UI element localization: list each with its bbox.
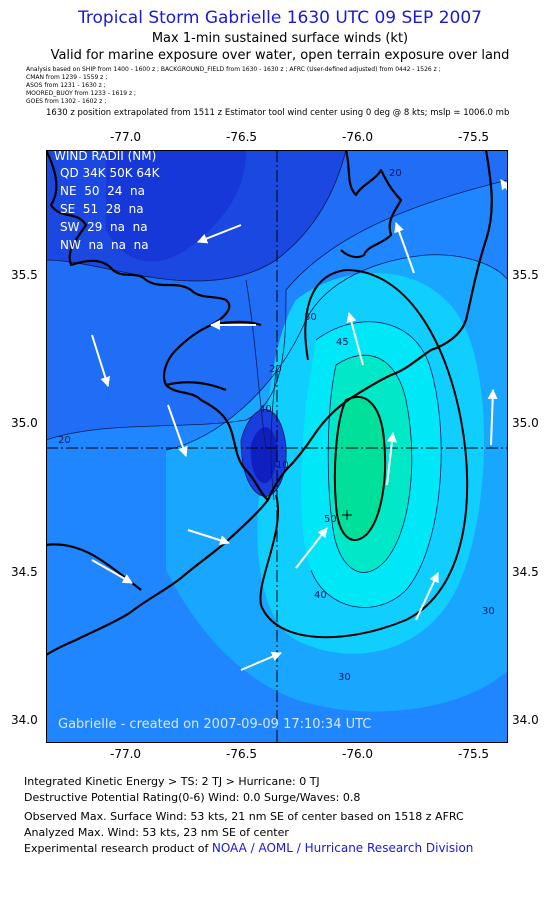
attribution-prefix: Experimental research product of (24, 842, 209, 855)
page-title: Tropical Storm Gabrielle 1630 UTC 09 SEP… (78, 8, 482, 28)
contour-label: 30 (482, 606, 495, 617)
source-line: MOORED_BUOY from 1233 - 1619 z ; (26, 90, 137, 97)
contour-fill-50kt (334, 396, 386, 541)
lat-tick-right: 35.5 (512, 268, 539, 282)
lat-tick-left: 34.0 (11, 713, 38, 727)
lon-tick-top: -76.0 (342, 130, 374, 144)
contour-label: 50 (324, 514, 337, 525)
contour-50kt-line (333, 395, 387, 541)
source-line: Analysis based on SHIP from 1400 - 1600 … (26, 66, 441, 73)
wind-radii-row-se: SE 51 28 na (60, 202, 144, 216)
subtitle-winds: Max 1-min sustained surface winds (kt) (151, 31, 409, 46)
contour-34kt-line (259, 268, 469, 639)
destructive-potential-line: Destructive Potential Rating(0-6) Wind: … (24, 791, 361, 804)
ike-line: Integrated Kinetic Energy > TS: 2 TJ > H… (24, 775, 320, 788)
lon-tick-top: -75.5 (458, 130, 490, 144)
wind-radii-table: WIND RADII (NM) QD 34K 50K 64K NE 50 24 … (54, 150, 161, 252)
lon-tick-bottom: -75.5 (458, 747, 490, 761)
source-line: ASOS from 1231 - 1630 z ; (26, 82, 106, 89)
lat-tick-left: 35.5 (11, 268, 38, 282)
lat-tick-right: 34.0 (512, 713, 539, 727)
coastline-river (165, 381, 227, 392)
lon-tick-top: -77.0 (110, 130, 142, 144)
contour-label: 20 (389, 168, 402, 179)
contour-label: 45 (336, 337, 349, 348)
contour-label: 10 (276, 460, 289, 471)
attribution-line: Experimental research product of NOAA / … (24, 841, 473, 855)
contour-label: 40 (314, 590, 327, 601)
contour-label: 30 (338, 672, 351, 683)
contour-fill-darker (106, 150, 246, 262)
wind-field-map: 20 20 30 20 45 50 40 30 30 10 40 WIND RA… (46, 150, 508, 743)
wind-radii-row-ne: NE 50 24 na (60, 184, 145, 198)
lat-tick-right: 35.0 (512, 416, 539, 430)
subtitle-exposure: Valid for marine exposure over water, op… (50, 48, 510, 63)
lon-tick-top: -76.5 (226, 130, 258, 144)
lon-tick-bottom: -76.0 (342, 747, 374, 761)
contour-label: 30 (304, 312, 317, 323)
map-credit: Gabrielle - created on 2007-09-09 17:10:… (58, 717, 371, 732)
observed-max-wind-line: Observed Max. Surface Wind: 53 kts, 21 n… (24, 810, 464, 823)
wind-radii-row-sw: SW 29 na na (60, 220, 148, 234)
analyzed-max-wind-line: Analyzed Max. Wind: 53 kts, 23 nm SE of … (24, 826, 289, 839)
lat-tick-right: 34.5 (512, 565, 539, 579)
contour-label: 40 (259, 404, 272, 415)
lon-tick-bottom: -76.5 (226, 747, 258, 761)
wind-vectors (91, 179, 508, 671)
coastline-outer-banks-north (340, 150, 403, 259)
lat-tick-left: 35.0 (11, 416, 38, 430)
wind-radii-row-nw: NW na na na (60, 238, 149, 252)
contour-label: 20 (269, 364, 282, 375)
wind-radii-header: QD 34K 50K 64K (60, 166, 161, 180)
source-line: GOES from 1302 - 1602 z ; (26, 98, 107, 105)
lon-tick-bottom: -77.0 (110, 747, 142, 761)
max-wind-marker (342, 510, 352, 520)
lat-tick-left: 34.5 (11, 565, 38, 579)
contour-label: 20 (58, 435, 71, 446)
hrd-link[interactable]: NOAA / AOML / Hurricane Research Divisio… (211, 841, 474, 855)
source-line: CMAN from 1239 - 1559 z ; (26, 74, 108, 81)
wind-radii-title: WIND RADII (NM) (54, 150, 156, 163)
coastline-sounds (46, 150, 269, 501)
position-line: 1630 z position extrapolated from 1511 z… (46, 108, 510, 118)
map-frame (46, 150, 508, 743)
coastline-outer-banks (266, 150, 493, 501)
